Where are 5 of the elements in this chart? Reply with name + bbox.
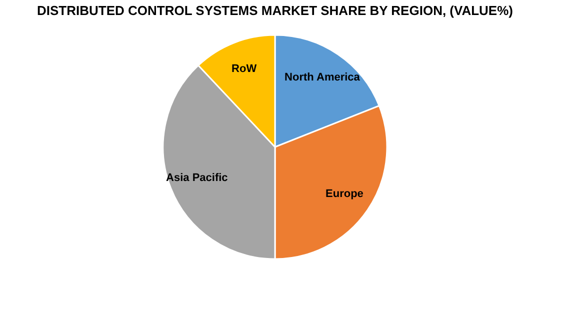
slice-label: RoW — [232, 62, 258, 75]
slice-label: North America — [284, 72, 361, 84]
slice-label: Asia Pacific — [166, 172, 228, 184]
chart-title: DISTRIBUTED CONTROL SYSTEMS MARKET SHARE BY REGION, (VALUE%) — [37, 3, 513, 18]
slice-label: Europe — [326, 188, 364, 200]
